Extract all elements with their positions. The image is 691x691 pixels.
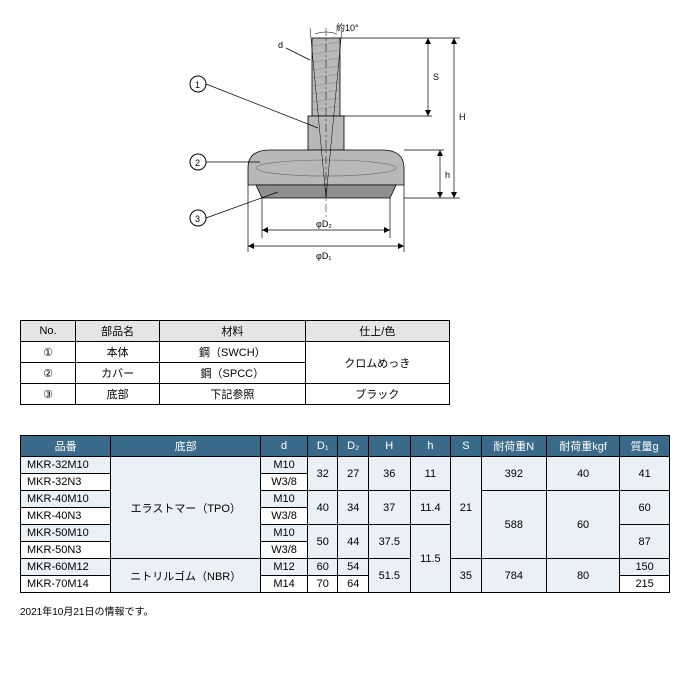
dim-H: H (459, 112, 466, 122)
svg-text:3: 3 (195, 214, 200, 224)
table-row: ① 本体 鋼（SWCH） クロムめっき (21, 342, 450, 363)
svg-text:2: 2 (195, 158, 200, 168)
parts-header-material: 材料 (160, 321, 305, 342)
svg-text:1: 1 (195, 80, 200, 90)
dim-D1: φD₁ (316, 251, 331, 261)
dim-d: d (278, 40, 283, 50)
table-row: MKR-32M10 エラストマー（TPO） M10 32 27 36 11 21… (21, 457, 670, 474)
spec-table: 品番 底部 d D₁ D₂ H h S 耐荷重N 耐荷重kgf 質量g MKR-… (20, 435, 670, 593)
table-row: ③ 底部 下記参照 ブラック (21, 384, 450, 405)
parts-table: No. 部品名 材料 仕上/色 ① 本体 鋼（SWCH） クロムめっき ② カバ… (20, 320, 450, 405)
technical-diagram: 約10° d 1 2 3 φD₂ φD₁ S H h (160, 20, 500, 280)
dim-S: S (433, 72, 439, 82)
parts-header-no: No. (21, 321, 76, 342)
footnote: 2021年10月21日の情報です。 (20, 603, 671, 618)
table-row: MKR-60M12 ニトリルゴム（NBR） M12 60 54 51.5 35 … (21, 559, 670, 576)
dim-h: h (445, 170, 450, 180)
parts-header-finish: 仕上/色 (305, 321, 449, 342)
parts-header-name: 部品名 (76, 321, 160, 342)
angle-label: 約10° (336, 22, 359, 33)
dim-D2: φD₂ (316, 219, 332, 229)
